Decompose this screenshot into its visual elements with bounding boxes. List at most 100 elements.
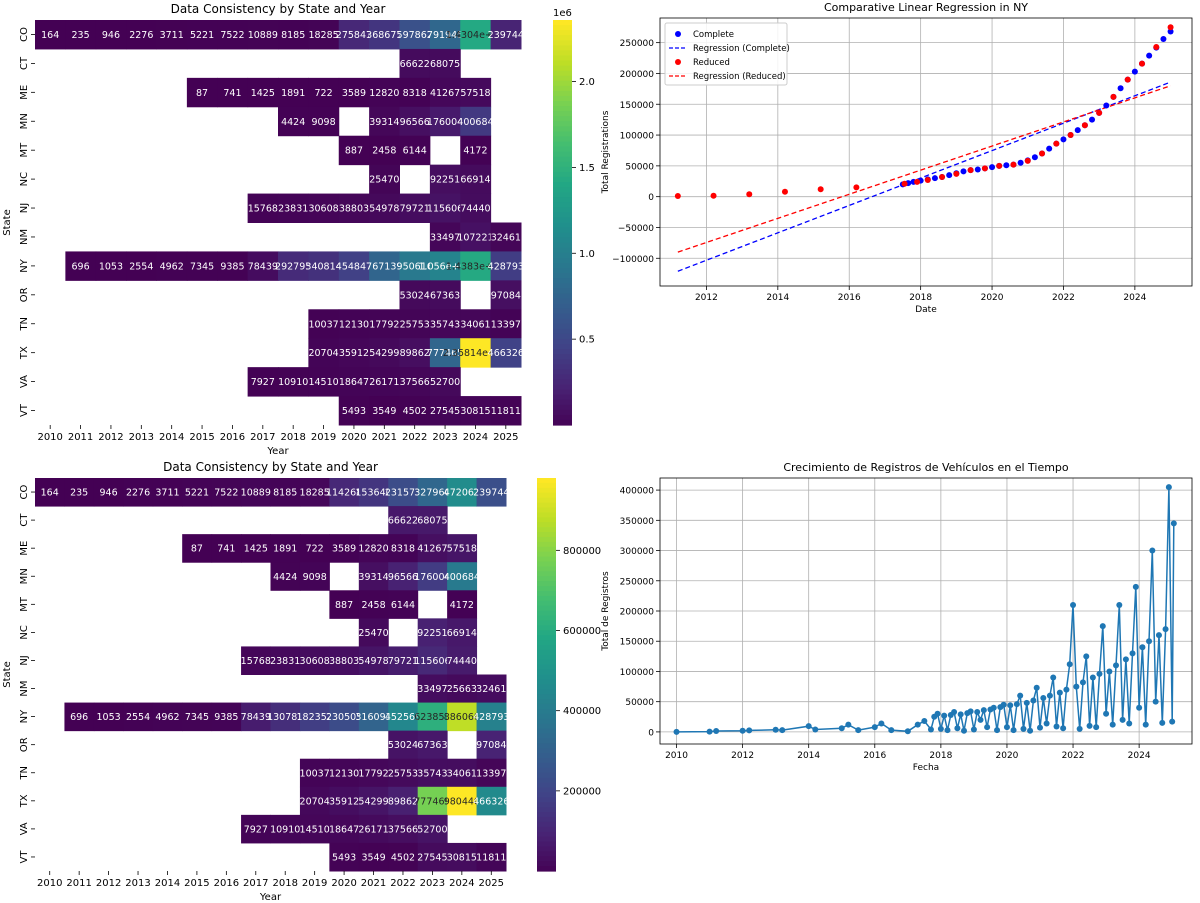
y-tick-label: 300000 xyxy=(620,547,655,557)
colorbar-segment xyxy=(537,861,556,867)
data-point xyxy=(914,721,921,728)
heatmap-cell xyxy=(358,590,389,619)
cell-label: 17792 xyxy=(358,768,388,779)
colorbar-segment xyxy=(537,669,556,676)
y-tick-label: TN xyxy=(19,766,30,781)
data-point xyxy=(981,165,988,172)
legend-box xyxy=(664,22,788,86)
data-point xyxy=(1132,583,1139,590)
colorbar-segment xyxy=(553,131,572,138)
data-point xyxy=(888,727,895,734)
data-point xyxy=(1003,724,1010,731)
cell-label: 130783 xyxy=(267,712,303,723)
colorbar-segment xyxy=(553,308,572,315)
y-tick-label: 150000 xyxy=(620,638,655,648)
y-tick-label: ME xyxy=(19,541,30,556)
heatmap-cell xyxy=(299,814,330,844)
data-point xyxy=(1119,716,1126,723)
data-point xyxy=(1023,699,1030,706)
y-tick-label: TX xyxy=(19,346,30,360)
cell-label: 1891 xyxy=(281,88,305,99)
data-point xyxy=(957,711,964,718)
colorbar-segment xyxy=(553,212,572,219)
legend-marker xyxy=(675,31,681,37)
x-tick-label: 2016 xyxy=(220,432,245,443)
colorbar-segment xyxy=(553,263,572,269)
cell-label: 92251 xyxy=(417,628,447,639)
cell-label: 68075 xyxy=(417,516,447,527)
data-point xyxy=(781,188,788,195)
data-point xyxy=(989,164,996,171)
x-tick-label: 2010 xyxy=(37,878,62,889)
data-point xyxy=(1017,692,1024,699)
data-point xyxy=(1136,704,1143,711)
cell-label: 1053 xyxy=(99,261,123,272)
legend-label: Regression (Reduced) xyxy=(693,72,786,82)
heatmap-cell xyxy=(460,396,492,426)
data-point xyxy=(1122,656,1129,663)
heatmap-cell xyxy=(241,702,271,732)
data-point xyxy=(1096,109,1103,116)
colorbar-tick-label: 600000 xyxy=(563,626,601,637)
colorbar-segment xyxy=(537,566,556,572)
heatmap-cell xyxy=(270,562,301,591)
colorbar-segment xyxy=(553,268,572,274)
colorbar-segment xyxy=(537,826,556,833)
colorbar-segment xyxy=(553,369,572,375)
colorbar-segment xyxy=(537,561,556,568)
colorbar-segment xyxy=(553,288,572,294)
cell-label: 164 xyxy=(41,30,59,41)
heatmap-cell xyxy=(417,618,448,647)
colorbar-segment xyxy=(553,222,572,229)
colorbar-segment xyxy=(553,389,572,396)
heatmap-cell xyxy=(247,251,279,281)
colorbar-segment xyxy=(553,384,572,391)
cell-label: 27545 xyxy=(430,406,460,417)
heatmap-cell xyxy=(388,478,419,507)
heatmap-cell xyxy=(399,77,431,108)
x-tick-label: 2021 xyxy=(372,432,397,443)
colorbar-segment xyxy=(537,772,556,779)
colorbar-segment xyxy=(537,738,556,744)
data-point xyxy=(1053,140,1060,147)
x-tick-label: 2024 xyxy=(1123,293,1146,303)
heatmap-cell xyxy=(447,758,478,788)
colorbar-segment xyxy=(553,333,572,340)
plot-frame xyxy=(659,477,1193,745)
heatmap-cell xyxy=(447,646,478,675)
data-point xyxy=(921,718,928,725)
cell-label: 10910 xyxy=(270,824,300,835)
data-point xyxy=(1160,35,1167,42)
data-point xyxy=(1086,722,1093,729)
heatmap-cell xyxy=(399,48,431,79)
cell-label: 4172 xyxy=(463,146,487,157)
colorbar-segment xyxy=(537,654,556,661)
heatmap-cell xyxy=(278,20,309,50)
cell-label: 2554 xyxy=(129,261,153,272)
x-tick-label: 2024 xyxy=(463,432,488,443)
heatmap-cell xyxy=(399,193,431,223)
colorbar-segment xyxy=(537,679,556,685)
heatmap-cell xyxy=(65,20,97,50)
data-point xyxy=(904,728,911,735)
heatmap-cell xyxy=(388,506,419,535)
colorbar-segment xyxy=(537,792,556,798)
colorbar-segment xyxy=(537,610,556,617)
cell-label: 741 xyxy=(223,88,241,99)
cell-label: 5221 xyxy=(190,30,214,41)
x-axis-label: Year xyxy=(259,892,282,903)
heatmap-cell xyxy=(93,478,124,507)
heatmap-cell xyxy=(369,77,400,108)
colorbar-segment xyxy=(553,176,572,183)
heatmap-cell xyxy=(211,702,242,732)
y-tick-label: NM xyxy=(19,680,30,696)
colorbar-segment xyxy=(537,507,556,513)
cell-label: 980440 xyxy=(444,796,480,807)
y-axis-label: State xyxy=(2,661,13,687)
colorbar-tick-label: 1.5 xyxy=(579,163,595,174)
cell-label: 4502 xyxy=(391,852,415,863)
data-point xyxy=(953,170,960,177)
cell-label: 9385 xyxy=(214,712,238,723)
data-point xyxy=(1099,623,1106,630)
colorbar-segment xyxy=(553,257,572,264)
